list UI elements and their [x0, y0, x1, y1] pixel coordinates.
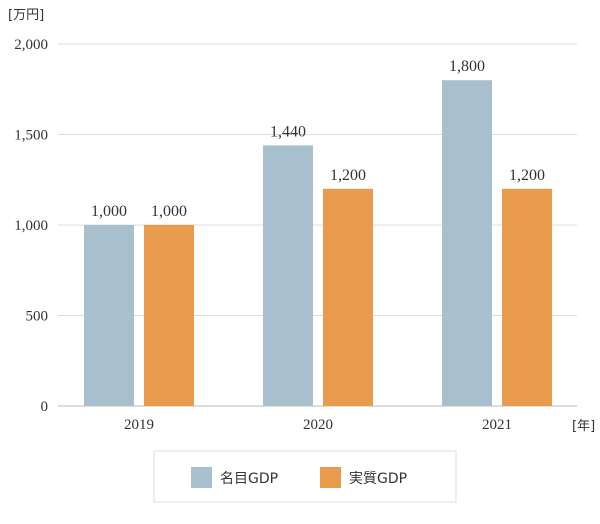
bar: [502, 188, 552, 406]
legend-label: 実質GDP: [349, 471, 407, 487]
x-tick-label: 2019: [124, 417, 154, 433]
bars: [84, 80, 552, 407]
y-tick-label: 1,500: [14, 128, 48, 144]
y-tick-label: 500: [26, 309, 49, 325]
data-labels: 1,000 1,440 1,800 1,000 1,200 1,200: [91, 58, 545, 220]
y-axis-unit-label: [万円]: [8, 8, 44, 23]
x-axis-unit-label: [年]: [572, 419, 595, 434]
bar: [84, 225, 134, 406]
bar-value-label: 1,000: [151, 203, 187, 220]
bar: [263, 145, 313, 407]
grid-lines: [58, 43, 577, 407]
bar-value-label: 1,000: [91, 203, 127, 220]
bar: [144, 225, 194, 406]
bar: [442, 80, 492, 406]
legend: 名目GDP 実質GDP: [153, 450, 457, 503]
bar-value-label: 1,800: [449, 58, 485, 75]
legend-swatch: [320, 467, 341, 488]
x-tick-label: 2020: [303, 417, 333, 433]
y-tick-label: 1,000: [14, 218, 48, 234]
bar-value-label: 1,200: [330, 167, 366, 184]
y-axis-ticks: 0 500 1,000 1,500 2,000: [14, 37, 48, 415]
bar-value-label: 1,440: [270, 123, 306, 140]
bar: [323, 188, 373, 406]
y-tick-label: 0: [41, 399, 49, 415]
x-axis-ticks: 2019 2020 2021: [124, 417, 512, 433]
legend-swatch: [191, 467, 212, 488]
y-tick-label: 2,000: [14, 37, 48, 53]
legend-label: 名目GDP: [220, 471, 278, 487]
x-tick-label: 2021: [482, 417, 512, 433]
bar-value-label: 1,200: [509, 167, 545, 184]
